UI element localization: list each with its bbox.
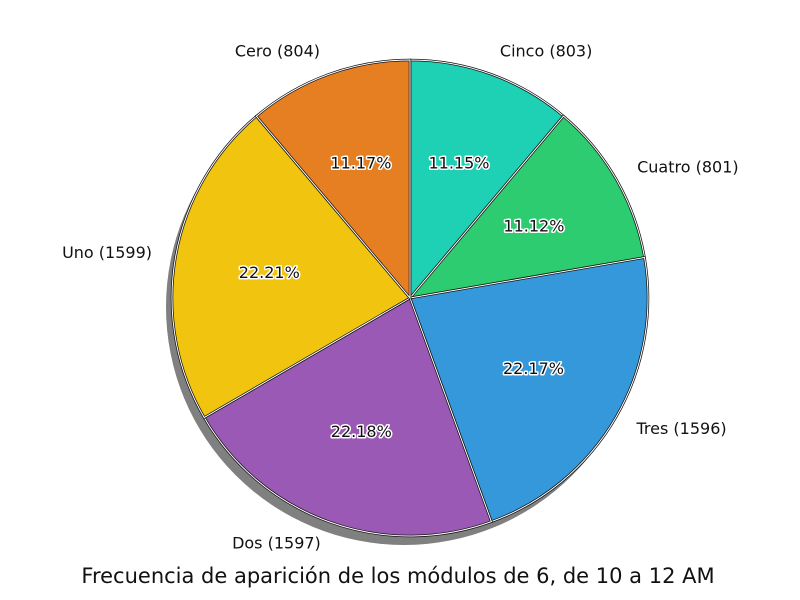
pie-slice-edge-tres bbox=[409, 256, 649, 523]
pie-slice-edge-cuatro bbox=[408, 115, 646, 299]
slice-label-cinco: Cinco (803) bbox=[500, 42, 592, 61]
percent-label-tres: 22.17% bbox=[503, 359, 564, 378]
percent-label-cero: 11.17% bbox=[330, 153, 391, 172]
percent-labels: 11.15% 11.12% 22.17% 22.18% 22.21% 11.17% bbox=[237, 152, 566, 442]
slice-labels: Cinco (803) Cuatro (801) Tres (1596) Dos (1… bbox=[62, 42, 739, 553]
slice-label-uno: Uno (1599) bbox=[62, 243, 152, 262]
slice-label-cero: Cero (804) bbox=[235, 42, 320, 61]
percent-label-cinco: 11.15% bbox=[428, 153, 489, 172]
slice-label-tres: Tres (1596) bbox=[636, 419, 727, 438]
percent-label-dos: 22.18% bbox=[331, 422, 392, 441]
chart-title: Frecuencia de aparición de los módulos d… bbox=[81, 564, 714, 588]
slice-label-cuatro: Cuatro (801) bbox=[637, 157, 739, 176]
percent-label-uno: 22.21% bbox=[239, 263, 300, 282]
pie-slices bbox=[170, 58, 650, 538]
percent-label-cuatro: 11.12% bbox=[503, 217, 564, 236]
pie-slice-edge-dos bbox=[203, 297, 493, 537]
pie-slice-edge-cero bbox=[255, 59, 411, 300]
pie-slice-edge-uno bbox=[171, 115, 411, 419]
pie-slice-edge-cinco bbox=[409, 59, 565, 300]
slice-label-dos: Dos (1597) bbox=[232, 534, 321, 553]
